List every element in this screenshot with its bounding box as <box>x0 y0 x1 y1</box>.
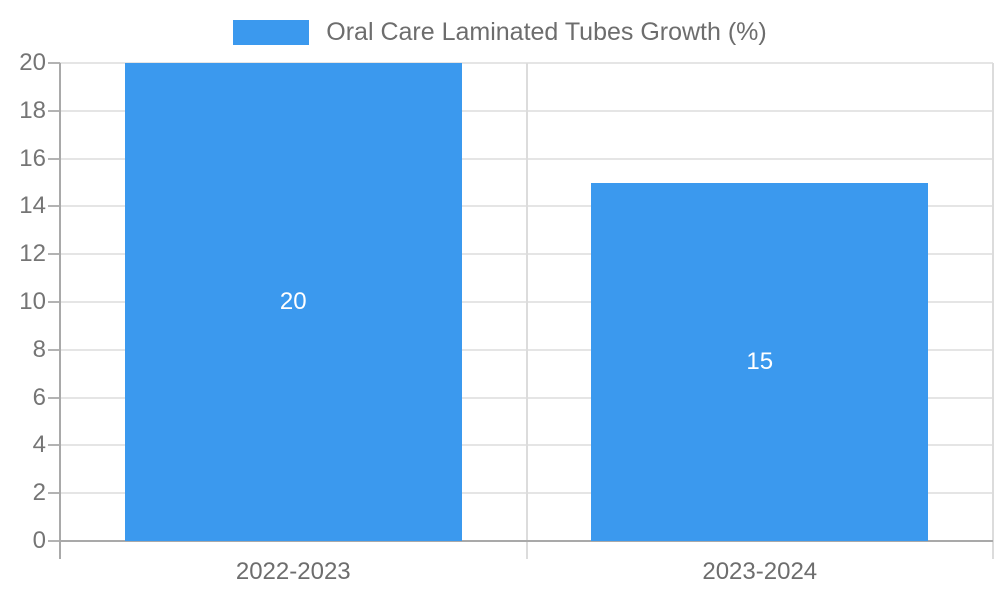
y-tick-mark <box>48 396 60 399</box>
y-tick-mark <box>48 492 60 495</box>
gridline-v <box>525 63 528 559</box>
y-tick-mark <box>48 109 60 112</box>
y-tick-mark <box>48 62 60 64</box>
y-tick-mark <box>48 348 60 351</box>
legend-swatch <box>233 20 310 45</box>
y-axis <box>59 63 61 559</box>
y-tick-mark <box>48 301 60 303</box>
x-axis <box>60 540 993 542</box>
y-tick-label: 20 <box>19 49 46 76</box>
y-tick-label: 4 <box>32 431 46 459</box>
y-tick-mark <box>48 205 60 208</box>
y-tick-label: 2 <box>32 479 46 507</box>
y-tick-label: 16 <box>19 144 46 172</box>
y-tick-mark <box>48 157 60 160</box>
y-tick-label: 0 <box>32 527 46 554</box>
y-tick-label: 14 <box>19 192 46 220</box>
gridline-v <box>992 63 994 559</box>
bar <box>591 182 929 541</box>
y-tick-mark <box>48 253 60 256</box>
y-tick-label: 6 <box>32 383 46 411</box>
legend: Oral Care Laminated Tubes Growth (%) <box>0 18 1000 47</box>
y-tick-label: 10 <box>19 288 46 315</box>
y-tick-label: 12 <box>19 240 46 268</box>
y-tick-mark <box>48 540 60 542</box>
y-tick-mark <box>48 444 60 447</box>
y-tick-label: 8 <box>32 335 46 363</box>
bar-value-label: 15 <box>746 347 774 375</box>
legend-title: Oral Care Laminated Tubes Growth (%) <box>326 18 767 46</box>
bar <box>124 63 462 541</box>
x-category-label: 2022-2023 <box>235 558 351 585</box>
bar-value-label: 20 <box>279 288 307 315</box>
y-tick-label: 18 <box>19 96 46 124</box>
x-category-label: 2023-2024 <box>702 558 818 585</box>
